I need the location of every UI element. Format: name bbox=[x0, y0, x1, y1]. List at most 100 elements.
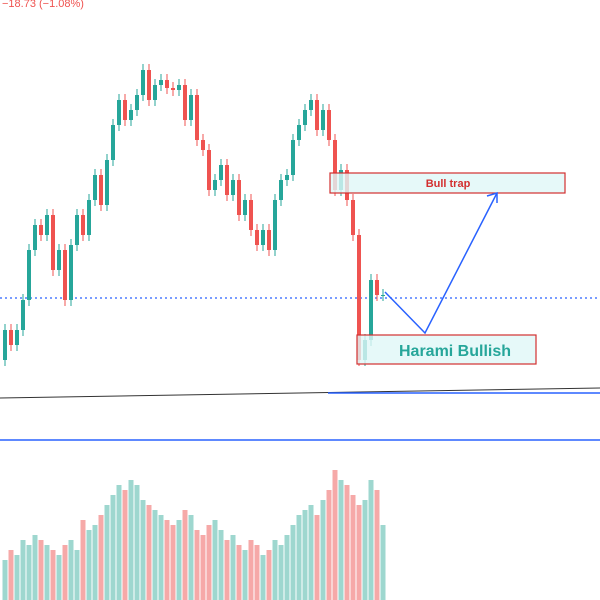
volume-bar bbox=[44, 545, 50, 600]
candle-body bbox=[75, 215, 79, 245]
candle-body bbox=[231, 180, 235, 195]
volume-bar bbox=[302, 510, 308, 600]
volume-bar bbox=[308, 505, 314, 600]
candle-body bbox=[123, 100, 127, 120]
candle-body bbox=[261, 230, 265, 245]
arrow-head bbox=[486, 191, 498, 203]
volume-bar bbox=[374, 490, 380, 600]
candle-body bbox=[201, 140, 205, 150]
volume-bar bbox=[74, 550, 80, 600]
candle-body bbox=[315, 100, 319, 130]
volume-bar bbox=[2, 560, 8, 600]
candle-body bbox=[183, 85, 187, 120]
candle-body bbox=[141, 70, 145, 95]
candle-body bbox=[153, 85, 157, 100]
candle-body bbox=[303, 110, 307, 125]
projection-arrow bbox=[384, 192, 498, 335]
candle-body bbox=[165, 80, 169, 88]
candle-body bbox=[93, 175, 97, 200]
volume-bar bbox=[86, 530, 92, 600]
volume-bar bbox=[62, 545, 68, 600]
candle-body bbox=[297, 125, 301, 140]
candle-body bbox=[381, 295, 385, 296]
candle-body bbox=[39, 225, 43, 235]
volume-bar bbox=[290, 525, 296, 600]
candle-body bbox=[213, 180, 217, 190]
candle-body bbox=[117, 100, 121, 125]
volume-bar bbox=[110, 495, 116, 600]
volume-bar bbox=[116, 485, 122, 600]
candle-body bbox=[111, 125, 115, 160]
candle-body bbox=[219, 165, 223, 180]
bull-trap-label: Bull trap bbox=[426, 178, 471, 190]
candle-body bbox=[267, 230, 271, 250]
candle-body bbox=[333, 140, 337, 190]
candle-body bbox=[3, 330, 7, 360]
volume-bar bbox=[50, 550, 56, 600]
volume-bar bbox=[338, 480, 344, 600]
candle-body bbox=[207, 150, 211, 190]
candle-body bbox=[249, 200, 253, 230]
volume-bar bbox=[128, 480, 134, 600]
volume-bar bbox=[284, 535, 290, 600]
harami-label: Harami Bullish bbox=[399, 343, 511, 360]
volume-bar bbox=[20, 540, 26, 600]
volume-bar bbox=[176, 520, 182, 600]
candle-body bbox=[27, 250, 31, 300]
volume-bar bbox=[242, 550, 248, 600]
volume-bar bbox=[38, 540, 44, 600]
candle-body bbox=[291, 140, 295, 175]
harami-box bbox=[356, 334, 537, 365]
candle-body bbox=[351, 200, 355, 235]
volume-bar bbox=[314, 515, 320, 600]
candle-body bbox=[21, 300, 25, 330]
volume-bar bbox=[332, 470, 338, 600]
candle-body bbox=[135, 95, 139, 110]
candle-body bbox=[15, 330, 19, 345]
volume-bar bbox=[32, 535, 38, 600]
candle-body bbox=[45, 215, 49, 235]
volume-bar bbox=[98, 515, 104, 600]
candle-body bbox=[369, 280, 373, 340]
candle-body bbox=[255, 230, 259, 245]
volume-bar bbox=[266, 550, 272, 600]
volume-bar bbox=[140, 500, 146, 600]
volume-bar bbox=[134, 485, 140, 600]
candle-body bbox=[147, 70, 151, 100]
volume-bar bbox=[158, 515, 164, 600]
volume-bar bbox=[206, 525, 212, 600]
volume-bar bbox=[170, 525, 176, 600]
volume-bar bbox=[152, 510, 158, 600]
volume-bar bbox=[80, 520, 86, 600]
candle-body bbox=[87, 200, 91, 235]
volume-bar bbox=[344, 485, 350, 600]
candle-body bbox=[189, 95, 193, 120]
volume-bar bbox=[356, 505, 362, 600]
volume-bar bbox=[362, 500, 368, 600]
volume-bar bbox=[200, 535, 206, 600]
volume-bar bbox=[104, 505, 110, 600]
candle-body bbox=[33, 225, 37, 250]
volume-bar bbox=[296, 515, 302, 600]
volume-bar bbox=[236, 545, 242, 600]
volume-bar bbox=[14, 555, 20, 600]
candle-body bbox=[51, 215, 55, 270]
volume-bar bbox=[350, 495, 356, 600]
candle-body bbox=[243, 200, 247, 215]
volume-bar bbox=[260, 555, 266, 600]
volume-bar bbox=[26, 545, 32, 600]
candle-body bbox=[63, 250, 67, 300]
candle-body bbox=[327, 110, 331, 140]
candle-body bbox=[81, 215, 85, 235]
volume-bar bbox=[248, 540, 254, 600]
bull-trap-box bbox=[329, 172, 566, 194]
candle-body bbox=[99, 175, 103, 205]
candle-body bbox=[105, 160, 109, 205]
header-change: −18.73 (−1.08%) bbox=[2, 0, 84, 10]
volume-bar bbox=[224, 540, 230, 600]
volume-bar bbox=[146, 505, 152, 600]
plot bbox=[0, 64, 600, 600]
volume-bar bbox=[254, 545, 260, 600]
candle-body bbox=[285, 175, 289, 180]
